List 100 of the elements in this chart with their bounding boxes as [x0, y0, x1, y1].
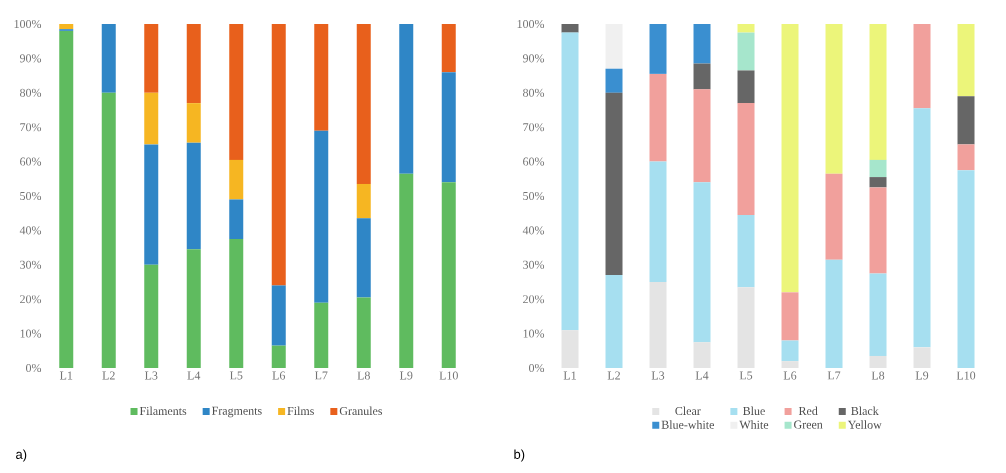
- bar: [186, 24, 201, 104]
- y-tick-label: 90%: [522, 54, 545, 63]
- bar: [737, 103, 755, 215]
- legend-label: Green: [794, 420, 823, 429]
- x-tick-label: L7: [827, 371, 841, 380]
- y-tick-label: 100%: [517, 19, 545, 29]
- bar: [144, 144, 159, 265]
- x-tick-label: L2: [102, 371, 115, 380]
- bar: [356, 218, 371, 298]
- bar: [649, 161, 667, 282]
- x-tick-label: L10: [439, 371, 458, 380]
- bar: [561, 32, 579, 331]
- bar: [186, 249, 201, 368]
- bar: [101, 24, 116, 93]
- y-tick-label: 30%: [20, 260, 42, 269]
- bar: [229, 24, 244, 160]
- bar: [825, 259, 843, 368]
- bar: [825, 173, 843, 260]
- bar: [869, 159, 887, 178]
- bar: [649, 24, 667, 74]
- x-tick-label: L3: [651, 371, 665, 380]
- bar: [957, 24, 975, 97]
- bar: [693, 182, 711, 343]
- bar: [101, 92, 116, 368]
- bar: [356, 24, 371, 184]
- bar: [781, 340, 799, 362]
- y-tick-label: 20%: [523, 295, 545, 304]
- bar: [737, 214, 755, 288]
- x-tick-label: L1: [59, 371, 73, 380]
- bar: [957, 144, 975, 171]
- y-tick-label: 90%: [19, 54, 42, 63]
- bar: [144, 264, 159, 368]
- bar: [399, 173, 414, 368]
- x-tick-label: L6: [272, 371, 286, 380]
- y-tick-label: 50%: [20, 191, 42, 201]
- bar: [869, 177, 887, 188]
- bar: [781, 292, 799, 341]
- legend-label: Black: [851, 406, 879, 415]
- text: a): [16, 449, 27, 462]
- bar: [271, 345, 286, 368]
- legend-label: Fragments: [211, 406, 262, 418]
- bar: [605, 68, 623, 93]
- bar: [957, 170, 975, 368]
- bar: [737, 32, 755, 71]
- x-tick-label: L3: [144, 371, 158, 380]
- x-tick-label: L9: [399, 371, 413, 380]
- legend-label: Clear: [675, 406, 701, 415]
- bar: [781, 24, 799, 293]
- y-tick-label: 40%: [19, 226, 42, 235]
- bar: [59, 30, 74, 368]
- y-tick-label: 0%: [529, 363, 545, 373]
- legend-label: Red: [798, 406, 818, 415]
- bar: [186, 103, 201, 143]
- legend-label: Filaments: [139, 406, 187, 415]
- x-tick-label: L8: [357, 371, 370, 380]
- bar: [913, 108, 931, 348]
- y-tick-label: 70%: [20, 123, 42, 132]
- bar: [229, 199, 244, 239]
- x-tick-label: L1: [563, 371, 576, 380]
- y-tick-label: 60%: [20, 157, 42, 166]
- y-tick-label: 100%: [14, 19, 42, 29]
- bar: [869, 24, 887, 160]
- bar: [441, 182, 456, 368]
- y-tick-label: 40%: [522, 226, 545, 235]
- bar: [605, 92, 623, 276]
- bar: [314, 302, 329, 368]
- x-tick-label: L9: [915, 371, 929, 380]
- bar: [144, 24, 159, 93]
- bar: [737, 287, 755, 368]
- bar: [441, 24, 456, 73]
- bar: [913, 24, 931, 109]
- bar: [693, 342, 711, 368]
- bar: [356, 183, 371, 219]
- x-tick-label: L4: [187, 371, 201, 380]
- legend-label: Yellow: [847, 420, 882, 429]
- y-tick-label: 80%: [523, 88, 545, 97]
- bar: [869, 273, 887, 356]
- bar: [314, 130, 329, 303]
- bar: [186, 142, 201, 250]
- bar: [649, 282, 667, 368]
- x-tick-label: L5: [229, 371, 243, 380]
- bar: [737, 24, 755, 33]
- bar: [356, 297, 371, 368]
- y-tick-label: 0%: [26, 363, 42, 373]
- y-tick-label: 70%: [523, 123, 545, 132]
- bar: [144, 92, 159, 145]
- x-tick-label: L2: [607, 371, 620, 380]
- bar: [229, 239, 244, 368]
- x-tick-label: L10: [956, 371, 976, 380]
- bar: [693, 63, 711, 90]
- y-tick-label: 10%: [20, 329, 42, 338]
- bar: [441, 72, 456, 183]
- bar: [737, 70, 755, 104]
- bar: [957, 96, 975, 145]
- bar: [781, 361, 799, 368]
- bar: [399, 24, 414, 174]
- legend-label: Blue: [743, 406, 765, 415]
- y-tick-label: 30%: [523, 260, 545, 269]
- y-tick-label: 50%: [523, 191, 545, 201]
- bar: [693, 89, 711, 183]
